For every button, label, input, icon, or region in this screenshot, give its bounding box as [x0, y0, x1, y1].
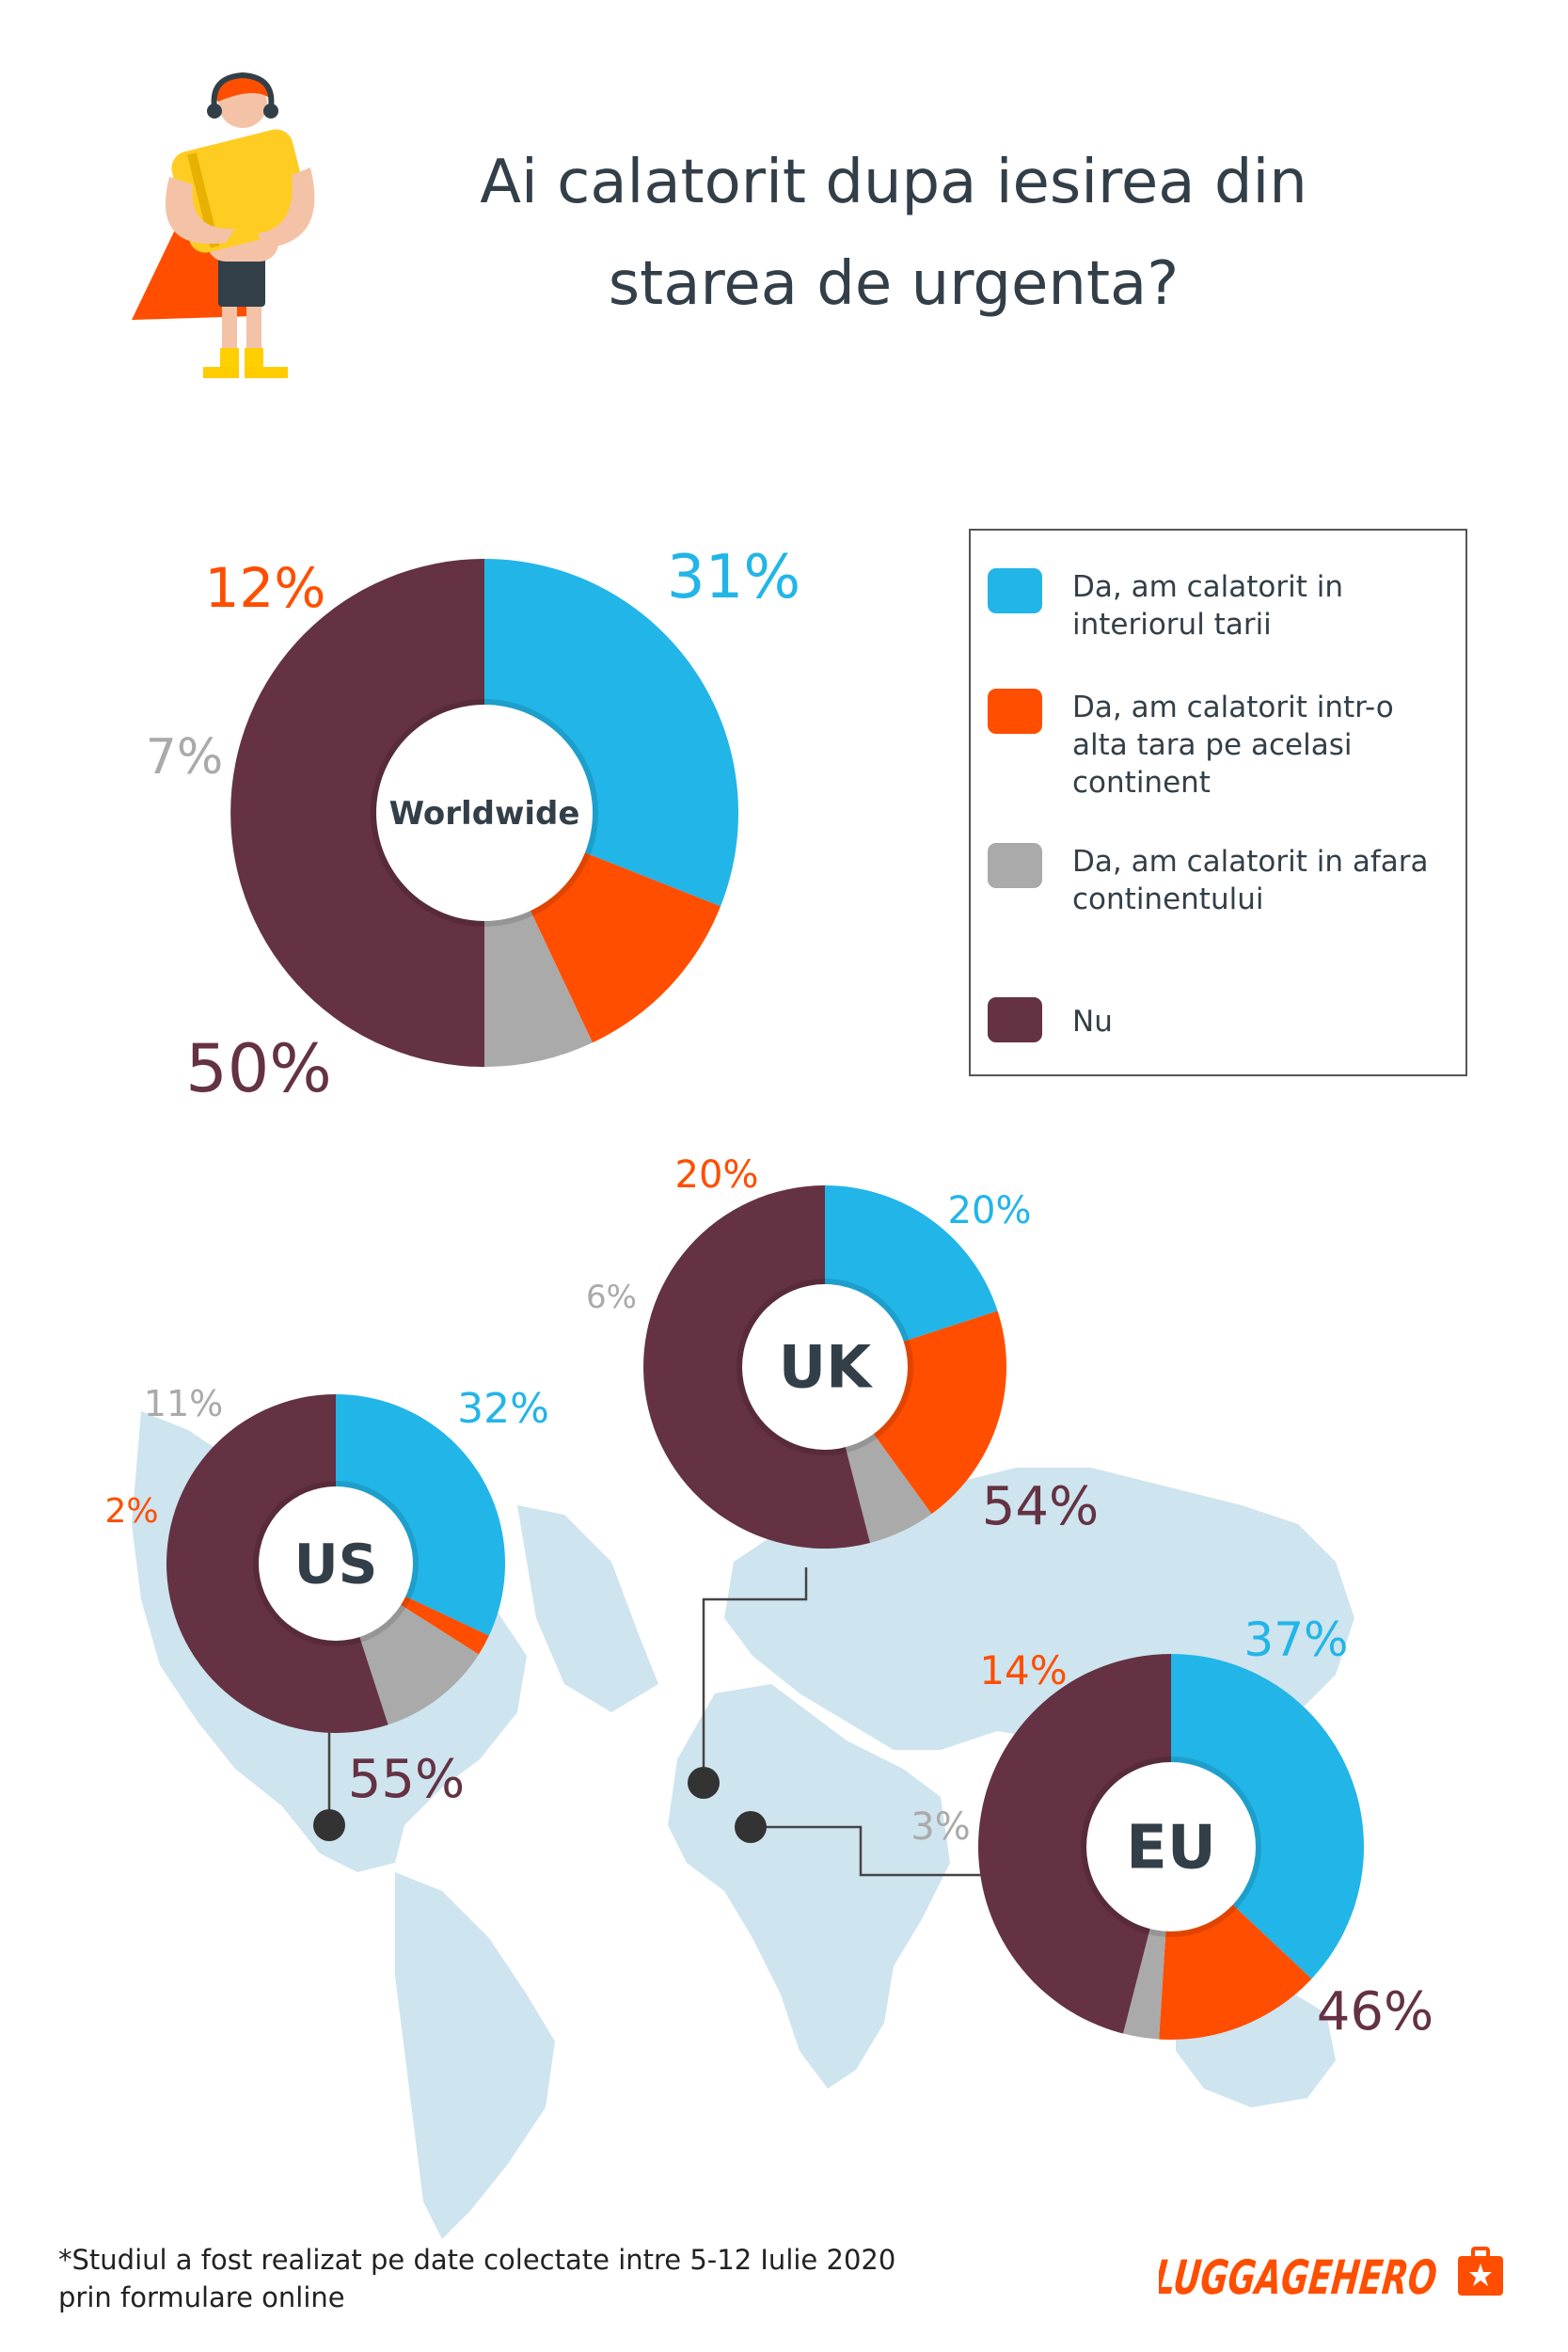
legend-item-no: Nu — [988, 997, 1439, 1042]
data-label-outside: 3% — [911, 1805, 970, 1849]
legend-item-continent: Da, am calatorit intr-o alta tara pe ace… — [988, 689, 1439, 802]
pie-title: US — [294, 1532, 378, 1596]
pie-title: EU — [1126, 1813, 1216, 1883]
data-label-outside: 6% — [586, 1279, 637, 1316]
sock-left — [220, 348, 239, 369]
data-label-continent: 2% — [104, 1492, 158, 1531]
pie-uk: UK 20% 20% 6% 54% — [586, 1153, 1099, 1549]
data-label-continent: 14% — [979, 1647, 1067, 1693]
data-label-outside: 7% — [146, 729, 224, 786]
data-label-no: 55% — [348, 1749, 465, 1810]
earcup-right — [263, 103, 278, 119]
arm-right — [258, 167, 315, 248]
continent-shape-1 — [395, 1872, 555, 2239]
legend-item-outside: Da, am calatorit in afara continentului — [988, 843, 1439, 918]
legend-swatch — [988, 997, 1042, 1042]
footnote: *Studiul a fost realizat pe date colecta… — [58, 2241, 895, 2316]
data-label-no: 54% — [982, 1476, 1099, 1537]
pie-worldwide: Worldwide 31% 12% 7% 50% — [146, 543, 800, 1107]
suitcase-band — [187, 152, 220, 248]
continent-shape-3 — [668, 1684, 950, 2089]
legend-swatch — [988, 843, 1042, 888]
footnote-line: prin formulare online — [58, 2281, 345, 2313]
legend-label: Da, am calatorit intr-o alta tara pe ace… — [1072, 691, 1394, 800]
data-label-interior: 31% — [667, 543, 800, 612]
luggagehero-logo: LUGGAGEHERO — [1159, 2247, 1503, 2305]
data-label-interior: 37% — [1243, 1613, 1348, 1667]
center-hole — [742, 1284, 908, 1450]
connectors — [313, 1567, 1002, 1877]
legend-swatch — [988, 568, 1042, 613]
location-dot-uk — [688, 1767, 720, 1799]
shoe-left — [203, 367, 239, 378]
headphones — [211, 72, 275, 108]
legend: Da, am calatorit in interiorul tarii Da,… — [969, 529, 1467, 1076]
pie-eu: EU 37% 14% 3% 46% — [911, 1613, 1433, 2042]
page-title: Ai calatorit dupa iesirea din starea de … — [480, 148, 1307, 319]
arms — [166, 177, 235, 245]
continent-shape-2 — [517, 1505, 658, 1712]
connector-line-uk — [702, 1567, 808, 1783]
location-dot-eu — [735, 1811, 767, 1843]
data-label-no: 50% — [185, 1030, 332, 1107]
pie-slice-interior — [1171, 1654, 1364, 1979]
legend-label: Da, am calatorit in interiorul tarii — [1072, 570, 1344, 642]
pie-us: US 32% 2% 11% 55% — [104, 1383, 548, 1810]
shorts — [218, 252, 265, 307]
data-label-continent: 20% — [675, 1153, 759, 1197]
connector-line-eu — [751, 1825, 1002, 1877]
logo-wordmark: LUGGAGEHERO — [1159, 2249, 1439, 2305]
sock-right — [245, 348, 263, 369]
shoe-right — [245, 367, 288, 378]
legend-item-interior: Da, am calatorit in interiorul tarii — [988, 568, 1439, 644]
traveler-illustration — [132, 72, 315, 378]
center-hole — [1086, 1762, 1256, 1931]
center-hole — [376, 705, 593, 921]
data-label-continent: 12% — [205, 556, 326, 620]
location-dot-us — [313, 1809, 345, 1841]
footnote-line: *Studiul a fost realizat pe date colecta… — [58, 2244, 896, 2276]
pie-title: Worldwide — [389, 795, 580, 833]
legend-label: Da, am calatorit in afara continentului — [1072, 845, 1429, 916]
data-label-interior: 20% — [948, 1189, 1032, 1232]
pie-slice-no — [978, 1654, 1171, 2034]
earcup-left — [207, 103, 222, 119]
legend-swatch — [988, 689, 1042, 734]
pie-slice-no — [230, 559, 484, 1067]
legend-label: Nu — [1072, 1005, 1113, 1039]
data-label-outside: 11% — [144, 1383, 223, 1424]
pie-charts: Worldwide 31% 12% 7% 50% UK 20% 20% 6% 54% US 32% 2%… — [104, 543, 1433, 2042]
data-label-no: 46% — [1317, 1981, 1433, 2042]
data-label-interior: 32% — [457, 1385, 549, 1433]
pie-title: UK — [779, 1333, 873, 1402]
center-hole — [259, 1486, 413, 1641]
